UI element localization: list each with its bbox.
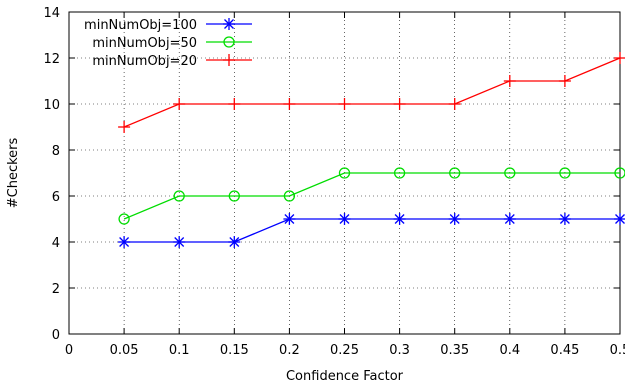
plus-marker (223, 54, 235, 66)
x-tick-label: 0.05 (110, 343, 139, 358)
plus-marker (558, 75, 571, 87)
series-minnumobj-20 (118, 52, 625, 133)
asterisk-marker (448, 213, 461, 225)
circle-marker (614, 167, 625, 179)
circle-marker (228, 190, 240, 202)
x-tick-label: 0.35 (440, 343, 469, 358)
y-tick-label: 0 (52, 328, 60, 343)
circle-marker (118, 213, 130, 225)
legend-label: minNumObj=20 (92, 54, 197, 69)
circle-marker (173, 190, 185, 202)
x-tick-label: 0.4 (499, 343, 520, 358)
y-tick-label: 8 (52, 144, 60, 159)
x-tick-label: 0.5 (610, 343, 625, 358)
asterisk-marker (283, 213, 296, 225)
plus-marker (283, 98, 296, 110)
axis-ticks: 0 0.05 0.1 0.15 0.2 0.25 0.3 0.35 0.4 0.45 0.5 0 2 4 6… (43, 6, 625, 358)
y-axis-title: #Checkers (6, 138, 21, 209)
x-tick-label: 0.25 (330, 343, 359, 358)
circle-marker (559, 167, 571, 179)
y-tick-label: 2 (52, 282, 60, 297)
x-tick-label: 0.1 (169, 343, 190, 358)
y-tick-label: 10 (43, 98, 60, 113)
plus-marker (503, 75, 516, 87)
legend-item: minNumObj=50 (92, 36, 252, 51)
x-tick-label: 0.45 (550, 343, 579, 358)
asterisk-marker (228, 236, 241, 248)
x-tick-label: 0.15 (220, 343, 249, 358)
legend-label: minNumObj=50 (92, 36, 197, 51)
plus-marker (228, 98, 241, 110)
asterisk-marker (503, 213, 516, 225)
circle-marker (393, 167, 406, 179)
asterisk-marker (614, 213, 625, 225)
x-axis-title: Confidence Factor (286, 369, 404, 384)
circle-marker (504, 167, 516, 179)
x-tick-label: 0 (65, 343, 73, 358)
x-tick-label: 0.3 (389, 343, 410, 358)
y-tick-label: 6 (52, 190, 60, 205)
asterisk-marker (393, 213, 406, 225)
plus-marker (393, 98, 406, 110)
plus-marker (338, 98, 351, 110)
series-minnumobj-50 (118, 167, 625, 225)
circle-marker (283, 190, 296, 202)
y-tick-label: 14 (43, 6, 60, 21)
y-tick-label: 4 (52, 236, 60, 251)
legend-label: minNumObj=100 (84, 18, 197, 33)
circle-marker (223, 36, 235, 48)
y-tick-label: 12 (43, 52, 60, 67)
asterisk-marker (118, 236, 131, 248)
asterisk-marker (173, 236, 186, 248)
legend-item: minNumObj=20 (92, 54, 252, 69)
series-minnumobj-100 (118, 213, 625, 248)
plus-marker (118, 121, 131, 133)
series-line (124, 218, 620, 243)
plus-marker (173, 98, 186, 110)
legend-item: minNumObj=100 (84, 18, 252, 33)
circle-marker (338, 167, 351, 179)
circle-marker (449, 167, 461, 179)
asterisk-marker (223, 18, 235, 30)
asterisk-marker (338, 213, 351, 225)
series-group (118, 52, 625, 248)
x-tick-label: 0.2 (279, 343, 300, 358)
plus-marker (614, 52, 625, 64)
series-line (123, 57, 621, 128)
legend: minNumObj=100 minNumObj=50 minNumObj=20 (84, 18, 252, 69)
series-line (123, 172, 620, 220)
asterisk-marker (558, 213, 571, 225)
plus-marker (448, 98, 461, 110)
